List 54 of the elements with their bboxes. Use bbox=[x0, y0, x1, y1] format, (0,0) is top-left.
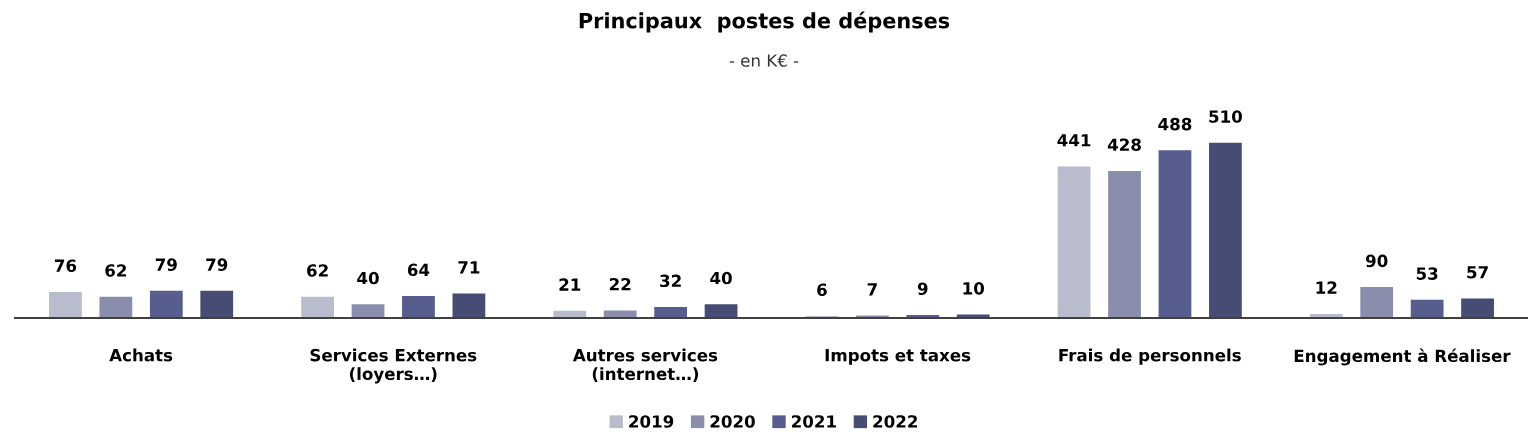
bar bbox=[1209, 142, 1242, 318]
bar bbox=[654, 307, 688, 318]
bar bbox=[149, 290, 183, 318]
chart-subtitle: - en K€ - bbox=[729, 54, 799, 67]
data-label: 71 bbox=[458, 261, 480, 274]
bar bbox=[452, 293, 486, 318]
bar bbox=[200, 290, 234, 318]
data-label: 7 bbox=[867, 283, 877, 296]
bar bbox=[402, 296, 435, 318]
data-label: 57 bbox=[1467, 266, 1488, 279]
bar bbox=[351, 304, 385, 318]
data-label: 428 bbox=[1107, 138, 1141, 152]
data-label: 22 bbox=[609, 277, 631, 291]
legend-label: 2019 bbox=[629, 415, 674, 428]
x-tick-label: Achats bbox=[109, 348, 173, 362]
data-label: 62 bbox=[307, 264, 328, 277]
data-label: 62 bbox=[105, 264, 127, 277]
data-label: 441 bbox=[1057, 134, 1091, 147]
data-label: 79 bbox=[206, 258, 228, 271]
data-label: 9 bbox=[917, 282, 928, 296]
data-label: 21 bbox=[559, 278, 581, 291]
legend-label: 2021 bbox=[791, 415, 836, 428]
chart-title: Principaux postes de dépenses bbox=[579, 11, 950, 33]
data-label: 79 bbox=[155, 258, 177, 271]
x-tick-label: Impots et taxes bbox=[825, 349, 971, 365]
data-label: 488 bbox=[1158, 117, 1192, 131]
bar bbox=[704, 304, 738, 318]
data-label: 90 bbox=[1365, 254, 1388, 268]
legend-label: 2020 bbox=[710, 415, 755, 428]
legend-label: 2022 bbox=[873, 415, 917, 428]
bar bbox=[49, 291, 82, 318]
data-label: 40 bbox=[357, 271, 379, 285]
x-tick-label: Engagement à Réaliser bbox=[1294, 348, 1511, 366]
data-label: 510 bbox=[1209, 110, 1242, 123]
x-tick-label: Autres services (internet…) bbox=[572, 348, 718, 383]
bar bbox=[603, 310, 637, 318]
bar bbox=[301, 296, 334, 318]
bar bbox=[1108, 170, 1141, 318]
bar bbox=[1461, 298, 1494, 318]
x-tick-label: Frais de personnels bbox=[1059, 348, 1241, 365]
data-label: 76 bbox=[54, 259, 77, 272]
bar bbox=[1158, 150, 1192, 318]
data-label: 12 bbox=[1316, 281, 1337, 294]
x-tick-label: Services Externes (loyers…) bbox=[310, 348, 477, 384]
bar bbox=[1360, 287, 1394, 318]
data-label: 64 bbox=[407, 263, 430, 277]
bar bbox=[1057, 166, 1091, 318]
data-label: 40 bbox=[710, 271, 732, 285]
data-label: 32 bbox=[660, 274, 681, 288]
data-label: 53 bbox=[1416, 267, 1438, 280]
data-label: 6 bbox=[817, 283, 827, 297]
bar bbox=[99, 296, 133, 318]
bar bbox=[1410, 299, 1444, 318]
data-label: 10 bbox=[963, 282, 985, 295]
